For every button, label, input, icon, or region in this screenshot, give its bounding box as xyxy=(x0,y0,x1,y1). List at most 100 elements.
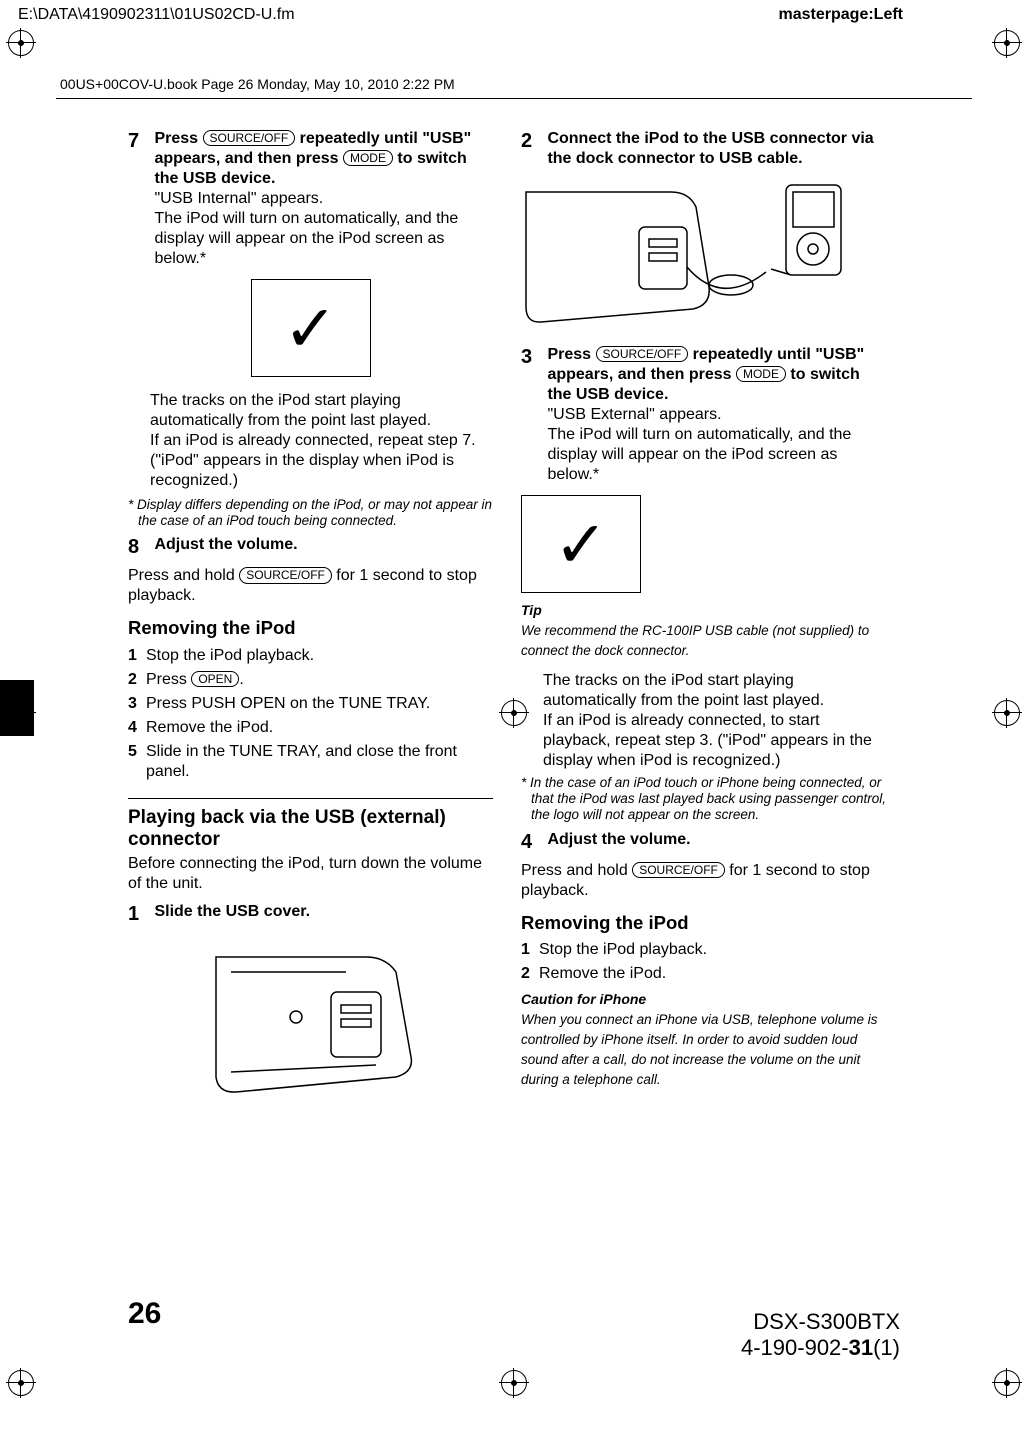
list-item: 2Remove the iPod. xyxy=(521,964,886,984)
registration-mark-icon xyxy=(501,1370,527,1396)
removing-ipod-heading: Removing the iPod xyxy=(521,911,886,934)
ipod-screen-illustration: ✓ xyxy=(521,495,641,593)
step-head: Adjust the volume. xyxy=(154,535,484,555)
step-number: 1 xyxy=(128,902,150,927)
hold-instruction: Press and hold SOURCE/OFF for 1 second t… xyxy=(521,861,886,901)
step-8: 8 Adjust the volume. xyxy=(128,535,493,560)
page-number: 26 xyxy=(128,1297,161,1331)
t: The tracks on the iPod start playing aut… xyxy=(150,392,431,429)
registration-mark-icon xyxy=(8,700,34,726)
step-number: 3 xyxy=(521,345,543,370)
source-off-button-label: SOURCE/OFF xyxy=(203,130,296,146)
footer-block: DSX-S300BTX 4-190-902-31(1) xyxy=(741,1309,900,1361)
step-head: Connect the iPod to the USB connector vi… xyxy=(547,129,877,169)
book-page-line: 00US+00COV-U.book Page 26 Monday, May 10… xyxy=(0,56,1028,92)
list-item: 1Stop the iPod playback. xyxy=(128,646,493,666)
caution-heading: Caution for iPhone xyxy=(521,991,646,1007)
footnote-display: * Display differs depending on the iPod,… xyxy=(128,497,493,529)
step-2: 2 Connect the iPod to the USB connector … xyxy=(521,129,886,169)
regmark-mid-row xyxy=(0,700,1028,726)
tip-block: Tip We recommend the RC-100IP USB cable … xyxy=(521,601,886,661)
section-rule xyxy=(128,798,493,799)
t: The iPod will turn on automatically, and… xyxy=(547,426,851,483)
step-number: 7 xyxy=(128,129,150,154)
step-7: 7 Press SOURCE/OFF repeatedly until "USB… xyxy=(128,129,493,269)
t: 31 xyxy=(849,1335,873,1360)
step-number: 8 xyxy=(128,535,150,560)
step-head: Press SOURCE/OFF repeatedly until "USB" … xyxy=(154,130,471,187)
caution-body: When you connect an iPhone via USB, tele… xyxy=(521,1012,877,1087)
step-head: Slide the USB cover. xyxy=(154,902,484,922)
regmark-bot-row xyxy=(0,1370,1028,1396)
step-1: 1 Slide the USB cover. xyxy=(128,902,493,927)
list-item: 5Slide in the TUNE TRAY, and close the f… xyxy=(128,742,493,782)
mode-button-label: MODE xyxy=(343,150,393,166)
t: Slide in the TUNE TRAY, and close the fr… xyxy=(146,742,481,782)
t: Remove the iPod. xyxy=(539,964,874,984)
step-body: Press SOURCE/OFF repeatedly until "USB" … xyxy=(154,129,484,269)
n: 2 xyxy=(521,964,539,984)
ipod-screen-illustration: ✓ xyxy=(251,279,371,377)
model-number: DSX-S300BTX xyxy=(741,1309,900,1335)
t: "USB Internal" appears. xyxy=(154,190,323,207)
t: Press xyxy=(154,130,202,147)
t: "USB External" appears. xyxy=(547,406,721,423)
step-4: 4 Adjust the volume. xyxy=(521,830,886,855)
left-column: 7 Press SOURCE/OFF repeatedly until "USB… xyxy=(128,129,493,1117)
source-off-button-label: SOURCE/OFF xyxy=(239,567,332,583)
open-button-label: OPEN xyxy=(191,671,239,687)
part-number: 4-190-902-31(1) xyxy=(741,1335,900,1361)
t: (1) xyxy=(873,1335,900,1360)
content-columns: 7 Press SOURCE/OFF repeatedly until "USB… xyxy=(0,99,1028,1117)
removing-ipod-heading: Removing the iPod xyxy=(128,616,493,639)
hold-instruction: Press and hold SOURCE/OFF for 1 second t… xyxy=(128,566,493,606)
tip-body: We recommend the RC-100IP USB cable (not… xyxy=(521,623,869,658)
playing-back-heading: Playing back via the USB (external) conn… xyxy=(128,807,493,853)
n: 1 xyxy=(521,940,539,960)
t: Press and hold xyxy=(521,862,632,879)
step-7-after: The tracks on the iPod start playing aut… xyxy=(128,391,493,491)
registration-mark-icon xyxy=(8,1370,34,1396)
t: 4-190-902- xyxy=(741,1335,849,1360)
step-body: Press SOURCE/OFF repeatedly until "USB" … xyxy=(547,345,877,485)
check-icon: ✓ xyxy=(283,296,337,361)
list-item: 2Press OPEN. xyxy=(128,670,493,690)
mode-button-label: MODE xyxy=(736,366,786,382)
step-number: 4 xyxy=(521,830,543,855)
t: If an iPod is already connected, repeat … xyxy=(150,432,476,489)
regmark-top-row xyxy=(0,30,1028,56)
t: Stop the iPod playback. xyxy=(539,940,874,960)
step-3: 3 Press SOURCE/OFF repeatedly until "USB… xyxy=(521,345,886,485)
source-off-button-label: SOURCE/OFF xyxy=(632,862,725,878)
registration-mark-icon xyxy=(8,30,34,56)
check-icon: ✓ xyxy=(554,512,608,577)
t: Press xyxy=(547,346,595,363)
masterpage-label: masterpage:Left xyxy=(779,6,903,24)
step-head: Adjust the volume. xyxy=(547,830,877,850)
t: Press xyxy=(146,671,191,688)
t: The iPod will turn on automatically, and… xyxy=(154,210,458,267)
play-intro: Before connecting the iPod, turn down th… xyxy=(128,854,493,894)
step-head: Press SOURCE/OFF repeatedly until "USB" … xyxy=(547,346,864,403)
n: 5 xyxy=(128,742,146,762)
source-off-button-label: SOURCE/OFF xyxy=(596,346,689,362)
usb-cover-illustration xyxy=(196,937,426,1107)
registration-mark-icon xyxy=(501,700,527,726)
registration-mark-icon xyxy=(994,30,1020,56)
file-path: E:\DATA\4190902311\01US02CD-U.fm xyxy=(18,6,295,24)
footnote-logo: * In the case of an iPod touch or iPhone… xyxy=(521,775,886,824)
n: 2 xyxy=(128,670,146,690)
header-path-row: E:\DATA\4190902311\01US02CD-U.fm masterp… xyxy=(0,0,1028,30)
registration-mark-icon xyxy=(994,1370,1020,1396)
step-number: 2 xyxy=(521,129,543,154)
t: Press OPEN. xyxy=(146,670,481,690)
t: Press and hold xyxy=(128,567,239,584)
caution-block: Caution for iPhone When you connect an i… xyxy=(521,990,886,1090)
n: 1 xyxy=(128,646,146,666)
page: E:\DATA\4190902311\01US02CD-U.fm masterp… xyxy=(0,0,1028,1439)
tip-label: Tip xyxy=(521,602,542,618)
connect-ipod-illustration xyxy=(521,177,881,337)
list-item: 1Stop the iPod playback. xyxy=(521,940,886,960)
t: Stop the iPod playback. xyxy=(146,646,481,666)
registration-mark-icon xyxy=(994,700,1020,726)
